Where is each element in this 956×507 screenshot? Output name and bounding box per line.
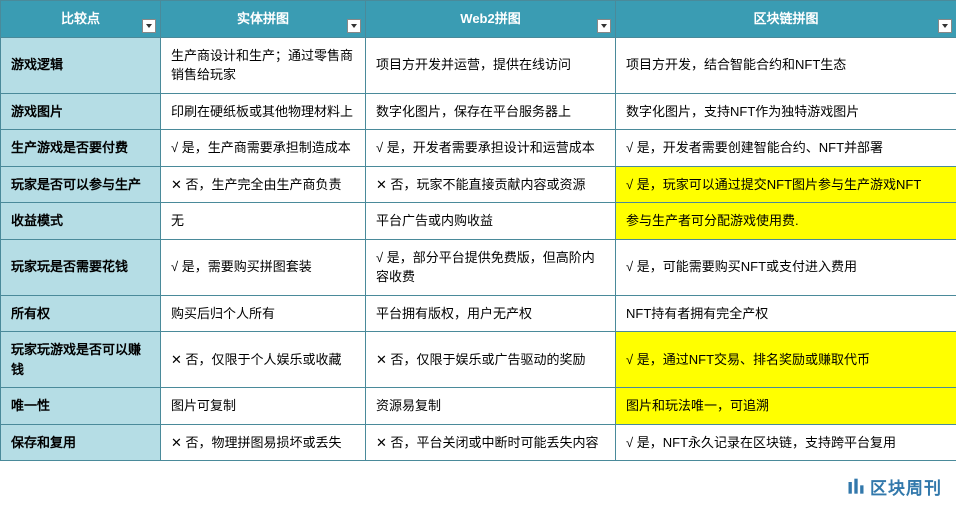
table-row: 游戏图片印刷在硬纸板或其他物理材料上数字化图片，保存在平台服务器上数字化图片，支… (1, 93, 956, 130)
table-cell: 图片和玩法唯一，可追溯 (616, 388, 956, 425)
table-cell: 项目方开发并运营，提供在线访问 (366, 37, 616, 93)
table-row: 所有权购买后归个人所有平台拥有版权，用户无产权NFT持有者拥有完全产权 (1, 295, 956, 332)
table-cell: √ 是，开发者需要创建智能合约、NFT并部署 (616, 130, 956, 167)
filter-dropdown-icon[interactable] (597, 19, 611, 33)
row-label: 所有权 (1, 295, 161, 332)
table-row: 生产游戏是否要付费√ 是，生产商需要承担制造成本√ 是，开发者需要承担设计和运营… (1, 130, 956, 167)
header-label: 实体拼图 (237, 11, 289, 26)
comparison-table: 比较点 实体拼图 Web2拼图 区块链拼图 游戏逻辑生产商设计和生产；通过零售商… (0, 0, 956, 461)
table-row: 收益模式无平台广告或内购收益参与生产者可分配游戏使用费. (1, 203, 956, 240)
table-row: 玩家玩游戏是否可以赚钱✕ 否，仅限于个人娱乐或收藏✕ 否，仅限于娱乐或广告驱动的… (1, 332, 956, 388)
table-cell: NFT持有者拥有完全产权 (616, 295, 956, 332)
filter-dropdown-icon[interactable] (938, 19, 952, 33)
row-label: 游戏逻辑 (1, 37, 161, 93)
table-body: 游戏逻辑生产商设计和生产；通过零售商销售给玩家项目方开发并运营，提供在线访问项目… (1, 37, 956, 461)
table-row: 唯一性图片可复制资源易复制图片和玩法唯一，可追溯 (1, 388, 956, 425)
table-cell: 平台拥有版权，用户无产权 (366, 295, 616, 332)
table-cell: √ 是，生产商需要承担制造成本 (161, 130, 366, 167)
table-cell: ✕ 否，仅限于娱乐或广告驱动的奖励 (366, 332, 616, 388)
header-physical[interactable]: 实体拼图 (161, 1, 366, 38)
table-cell: √ 是，需要购买拼图套装 (161, 239, 366, 295)
table-row: 游戏逻辑生产商设计和生产；通过零售商销售给玩家项目方开发并运营，提供在线访问项目… (1, 37, 956, 93)
header-blockchain[interactable]: 区块链拼图 (616, 1, 956, 38)
row-label: 玩家玩游戏是否可以赚钱 (1, 332, 161, 388)
row-label: 收益模式 (1, 203, 161, 240)
table-cell: 无 (161, 203, 366, 240)
table-cell: √ 是，部分平台提供免费版，但高阶内容收费 (366, 239, 616, 295)
table-cell: 数字化图片，支持NFT作为独特游戏图片 (616, 93, 956, 130)
row-label: 游戏图片 (1, 93, 161, 130)
header-label: 区块链拼图 (753, 11, 818, 26)
table-row: 玩家是否可以参与生产✕ 否，生产完全由生产商负责✕ 否，玩家不能直接贡献内容或资… (1, 166, 956, 203)
table-cell: ✕ 否，玩家不能直接贡献内容或资源 (366, 166, 616, 203)
table-row: 保存和复用✕ 否，物理拼图易损坏或丢失✕ 否，平台关闭或中断时可能丢失内容√ 是… (1, 424, 956, 461)
table-cell: 图片可复制 (161, 388, 366, 425)
table-cell: √ 是，通过NFT交易、排名奖励或赚取代币 (616, 332, 956, 388)
table-cell: ✕ 否，物理拼图易损坏或丢失 (161, 424, 366, 461)
row-label: 保存和复用 (1, 424, 161, 461)
table-cell: √ 是，开发者需要承担设计和运营成本 (366, 130, 616, 167)
table-cell: 数字化图片，保存在平台服务器上 (366, 93, 616, 130)
table-cell: 项目方开发，结合智能合约和NFT生态 (616, 37, 956, 93)
table-cell: √ 是，NFT永久记录在区块链，支持跨平台复用 (616, 424, 956, 461)
filter-dropdown-icon[interactable] (142, 19, 156, 33)
table-cell: ✕ 否，平台关闭或中断时可能丢失内容 (366, 424, 616, 461)
table-cell: ✕ 否，仅限于个人娱乐或收藏 (161, 332, 366, 388)
header-label: 比较点 (61, 11, 100, 26)
table-cell: 购买后归个人所有 (161, 295, 366, 332)
row-label: 生产游戏是否要付费 (1, 130, 161, 167)
header-row: 比较点 实体拼图 Web2拼图 区块链拼图 (1, 1, 956, 38)
table-cell: 印刷在硬纸板或其他物理材料上 (161, 93, 366, 130)
watermark-text: 区块周刊 (870, 474, 942, 499)
table-cell: ✕ 否，生产完全由生产商负责 (161, 166, 366, 203)
watermark-logo-icon (846, 477, 866, 497)
table-cell: 参与生产者可分配游戏使用费. (616, 203, 956, 240)
row-label: 唯一性 (1, 388, 161, 425)
row-label: 玩家是否可以参与生产 (1, 166, 161, 203)
watermark: 区块周刊 (846, 474, 942, 499)
table-row: 玩家玩是否需要花钱√ 是，需要购买拼图套装√ 是，部分平台提供免费版，但高阶内容… (1, 239, 956, 295)
header-web2[interactable]: Web2拼图 (366, 1, 616, 38)
filter-dropdown-icon[interactable] (347, 19, 361, 33)
header-compare[interactable]: 比较点 (1, 1, 161, 38)
row-label: 玩家玩是否需要花钱 (1, 239, 161, 295)
table-cell: √ 是，玩家可以通过提交NFT图片参与生产游戏NFT (616, 166, 956, 203)
table-cell: √ 是，可能需要购买NFT或支付进入费用 (616, 239, 956, 295)
table-cell: 生产商设计和生产；通过零售商销售给玩家 (161, 37, 366, 93)
table-cell: 资源易复制 (366, 388, 616, 425)
header-label: Web2拼图 (460, 11, 520, 26)
table-cell: 平台广告或内购收益 (366, 203, 616, 240)
